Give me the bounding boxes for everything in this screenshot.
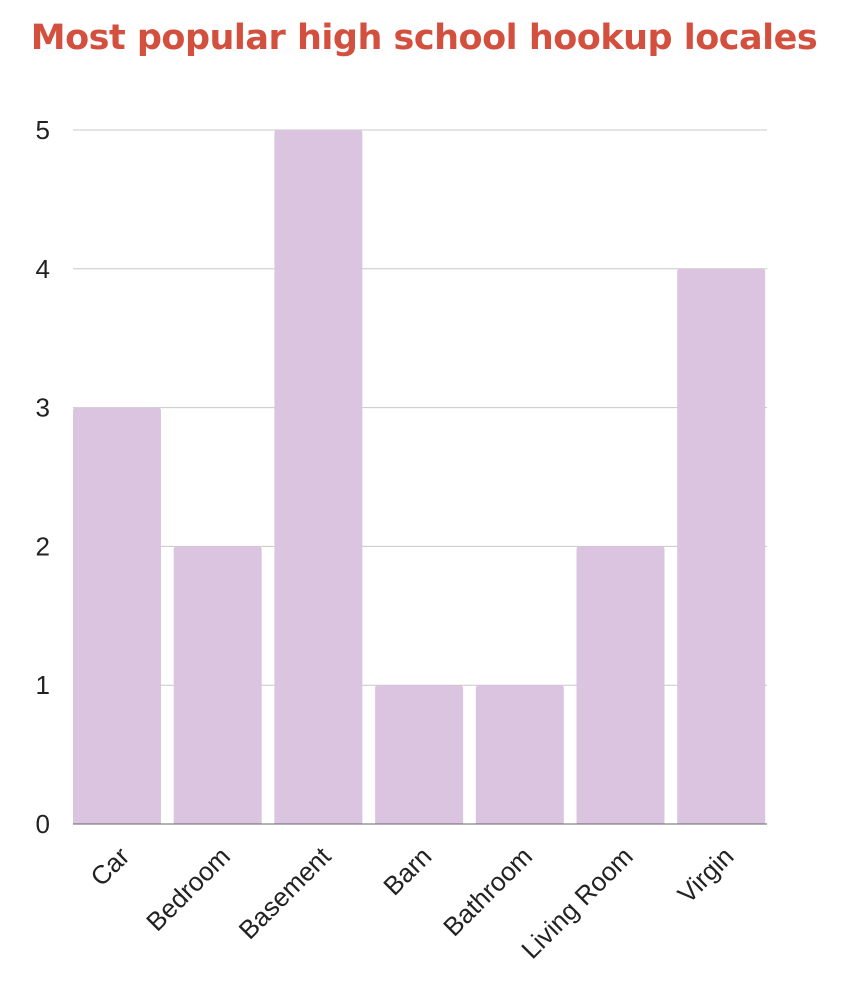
x-tick-label: Barn — [377, 841, 437, 901]
y-tick-label: 5 — [36, 115, 50, 145]
x-tick-label: Bathroom — [437, 841, 538, 942]
bar-virgin — [677, 268, 766, 824]
bar-bedroom — [173, 546, 262, 824]
chart-title: Most popular high school hookup locales — [30, 18, 818, 58]
bar-car — [73, 407, 161, 824]
y-axis-ticks: 0 1 2 3 4 5 — [36, 115, 50, 839]
y-tick-label: 1 — [36, 670, 50, 700]
y-tick-label: 4 — [36, 254, 50, 284]
bars — [73, 130, 766, 824]
x-tick-label: Virgin — [672, 841, 740, 909]
y-tick-label: 0 — [36, 809, 50, 839]
x-tick-label: Bedroom — [140, 841, 236, 937]
x-tick-label: Basement — [233, 840, 338, 945]
y-tick-label: 2 — [36, 531, 50, 561]
x-tick-label: Car — [84, 841, 135, 892]
bar-barn — [375, 685, 464, 824]
bar-living-room — [576, 546, 665, 824]
bar-basement — [274, 130, 363, 824]
y-tick-label: 3 — [36, 393, 50, 423]
bar-bathroom — [475, 685, 564, 824]
